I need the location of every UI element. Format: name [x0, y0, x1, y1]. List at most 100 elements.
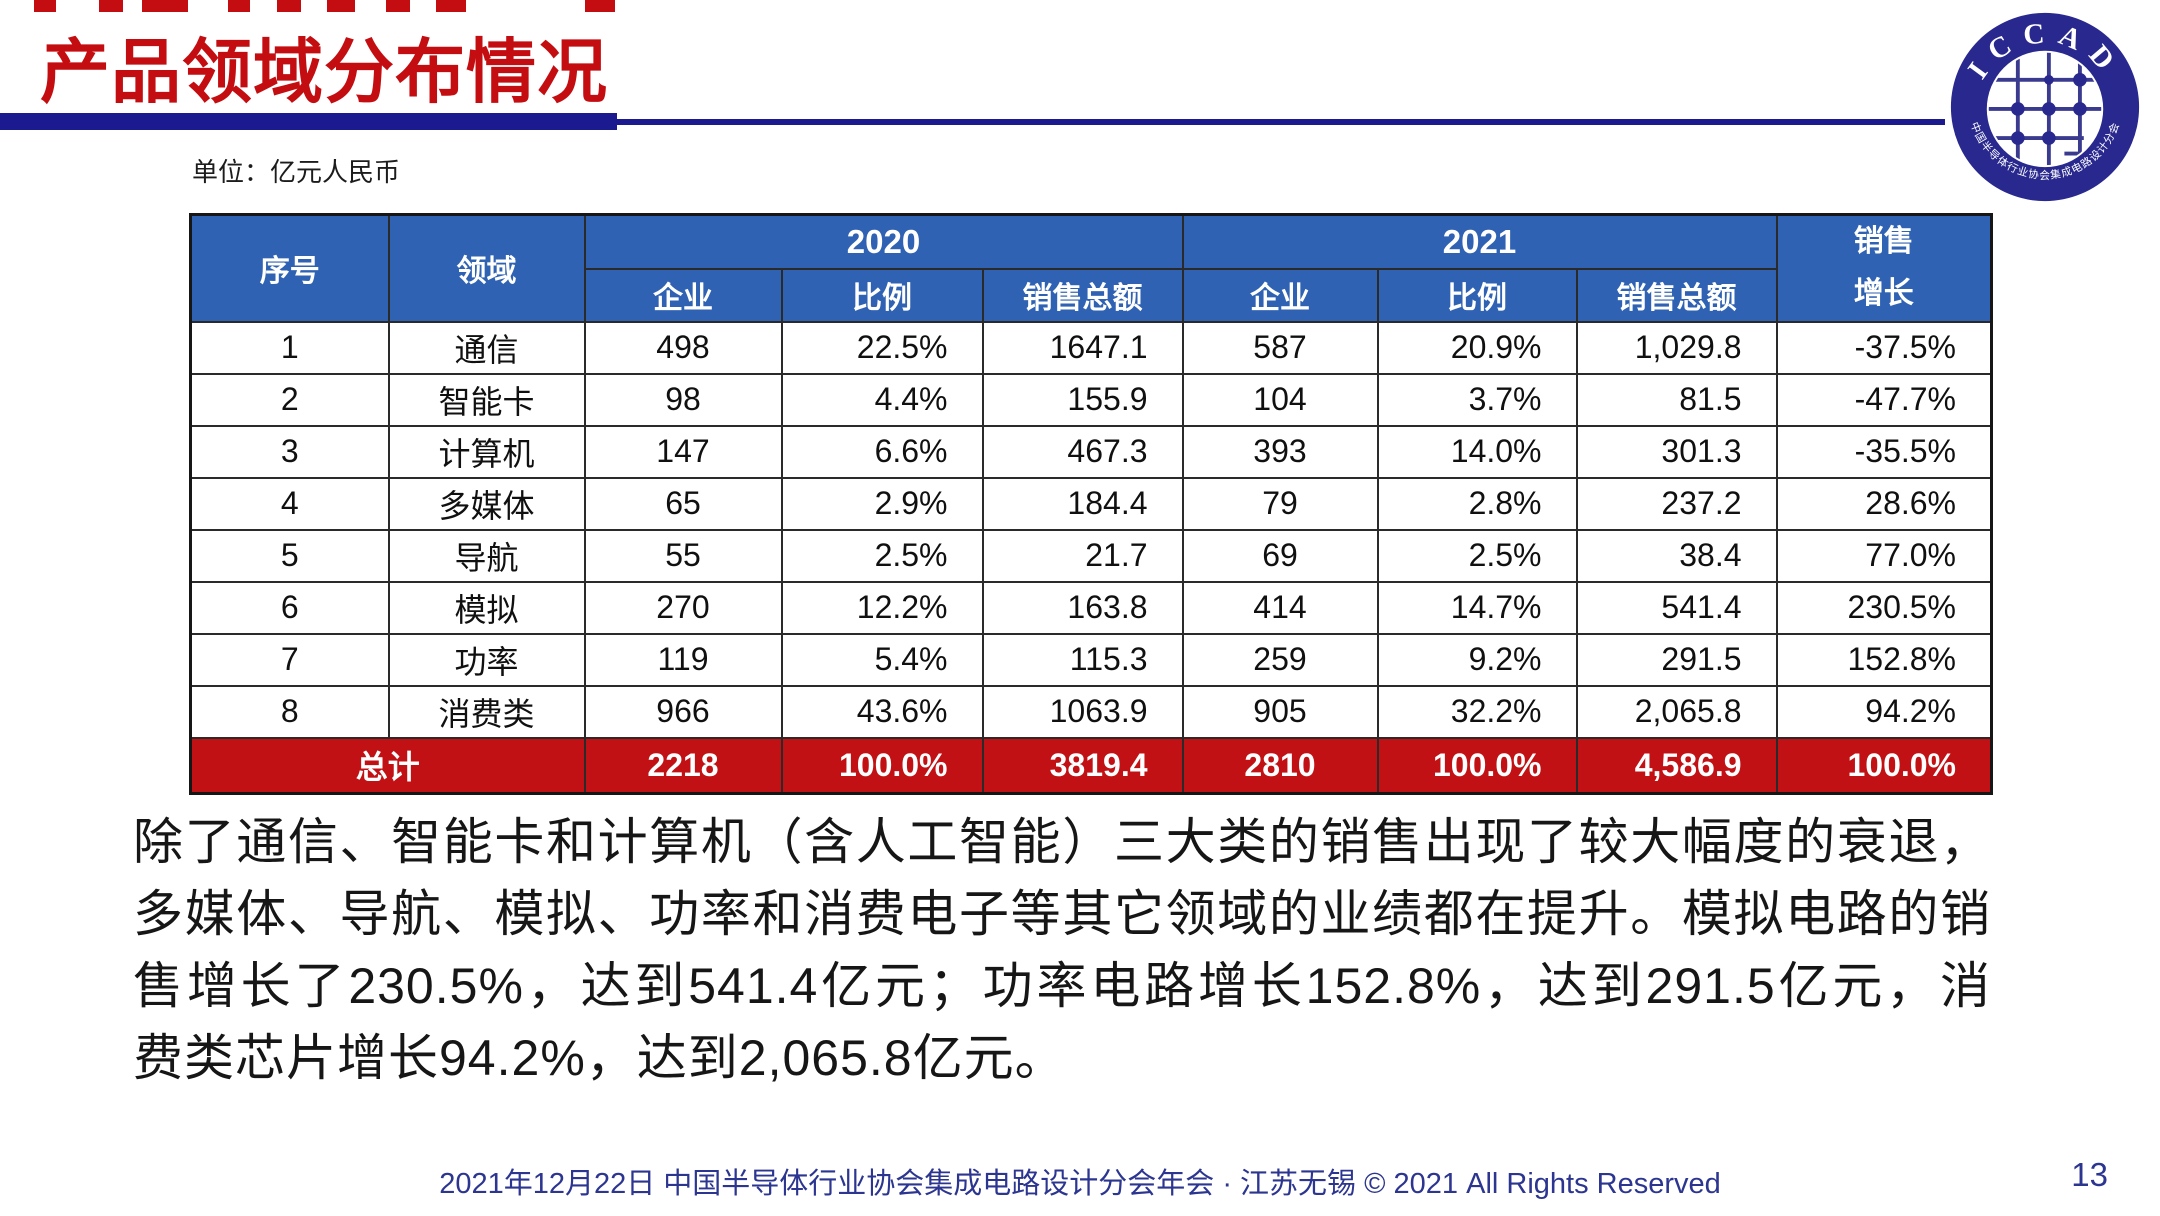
cell-r2020: 43.6%	[780, 684, 984, 739]
cell-s2020: 467.3	[981, 424, 1184, 479]
cell-e2021: 259	[1181, 632, 1379, 687]
cell-growth: 94.2%	[1775, 684, 1993, 739]
cell-seq: 7	[189, 632, 390, 687]
cell-e2021: 69	[1181, 528, 1379, 583]
table-row: 7 功率 119 5.4% 115.3 259 9.2% 291.5 152.8…	[189, 632, 1993, 687]
cell-r2020: 2.5%	[780, 528, 984, 583]
cell-e2021: 587	[1181, 320, 1379, 375]
product-domain-table: 序号 领域 2020 2021 销售 增长 企业 比例 销售总额 企业 比例 销…	[189, 213, 1993, 795]
cell-domain: 多媒体	[387, 476, 586, 531]
total-s2020: 3819.4	[981, 736, 1184, 795]
cell-e2020: 147	[583, 424, 783, 479]
paragraph-line: 除了通信、智能卡和计算机（含人工智能）三大类的销售出现了较大幅度的衰退，	[133, 814, 1991, 870]
cell-domain: 功率	[387, 632, 586, 687]
total-s2021: 4,586.9	[1575, 736, 1778, 795]
cell-seq: 2	[189, 372, 390, 427]
paragraph-line: 多媒体、导航、模拟、功率和消费电子等其它领域的业绩都在提升。模拟电路的销	[133, 886, 1991, 942]
cell-domain: 消费类	[387, 684, 586, 739]
cell-seq: 8	[189, 684, 390, 739]
cell-domain: 模拟	[387, 580, 586, 635]
cell-e2020: 498	[583, 320, 783, 375]
header-seq: 序号	[189, 213, 390, 323]
cell-seq: 1	[189, 320, 390, 375]
header-ratio-2021: 比例	[1376, 267, 1578, 323]
table-row: 5 导航 55 2.5% 21.7 69 2.5% 38.4 77.0%	[189, 528, 1993, 583]
page-title: 产品领域分布情况	[40, 33, 608, 111]
unit-label: 单位：亿元人民币	[192, 157, 401, 187]
cell-e2020: 270	[583, 580, 783, 635]
cell-growth: 77.0%	[1775, 528, 1993, 583]
cell-s2020: 163.8	[981, 580, 1184, 635]
cell-s2021: 301.3	[1575, 424, 1778, 479]
cell-growth: -37.5%	[1775, 320, 1993, 375]
table-row: 1 通信 498 22.5% 1647.1 587 20.9% 1,029.8 …	[189, 320, 1993, 375]
header-sales-growth-line2: 增长	[1853, 277, 1914, 311]
cell-domain: 通信	[387, 320, 586, 375]
clipped-fragment	[436, 0, 466, 12]
cell-r2020: 22.5%	[780, 320, 984, 375]
cell-s2020: 155.9	[981, 372, 1184, 427]
cell-r2020: 4.4%	[780, 372, 984, 427]
cell-r2021: 2.8%	[1376, 476, 1578, 531]
cell-e2020: 98	[583, 372, 783, 427]
clipped-fragment	[142, 0, 188, 12]
cell-growth: 28.6%	[1775, 476, 1993, 531]
cell-s2021: 81.5	[1575, 372, 1778, 427]
total-e2020: 2218	[583, 736, 783, 795]
circuit-grid-dots	[2011, 73, 2087, 145]
cell-r2021: 9.2%	[1376, 632, 1578, 687]
cell-seq: 5	[189, 528, 390, 583]
cell-r2020: 5.4%	[780, 632, 984, 687]
table-row: 2 智能卡 98 4.4% 155.9 104 3.7% 81.5 -47.7%	[189, 372, 1993, 427]
total-e2021: 2810	[1181, 736, 1379, 795]
paragraph-line: 费类芯片增长94.2%，达到2,065.8亿元。	[133, 1030, 1066, 1086]
cell-e2021: 414	[1181, 580, 1379, 635]
header-group-2020: 2020	[583, 213, 1184, 270]
header-ratio-2020: 比例	[780, 267, 984, 323]
cell-s2021: 541.4	[1575, 580, 1778, 635]
header-sales-2020: 销售总额	[981, 267, 1184, 323]
cell-domain: 计算机	[387, 424, 586, 479]
cell-r2021: 14.7%	[1376, 580, 1578, 635]
cell-seq: 4	[189, 476, 390, 531]
cell-e2021: 104	[1181, 372, 1379, 427]
title-divider-thin	[617, 119, 1945, 125]
clipped-fragment	[277, 0, 301, 12]
clipped-fragment	[386, 0, 410, 12]
cell-e2021: 905	[1181, 684, 1379, 739]
cell-e2020: 966	[583, 684, 783, 739]
footer-text: 2021年12月22日 中国半导体行业协会集成电路设计分会年会 · 江苏无锡 ©…	[439, 1168, 1721, 1200]
cell-growth: -47.7%	[1775, 372, 1993, 427]
cell-e2020: 119	[583, 632, 783, 687]
total-r2021: 100.0%	[1376, 736, 1578, 795]
clipped-fragment	[585, 0, 615, 12]
total-growth: 100.0%	[1775, 736, 1993, 795]
cell-growth: -35.5%	[1775, 424, 1993, 479]
cell-r2020: 12.2%	[780, 580, 984, 635]
cell-r2021: 3.7%	[1376, 372, 1578, 427]
header-group-2021: 2021	[1181, 213, 1778, 270]
table-total-row: 总计 2218 100.0% 3819.4 2810 100.0% 4,586.…	[189, 736, 1993, 795]
total-label: 总计	[189, 736, 586, 795]
cell-e2021: 393	[1181, 424, 1379, 479]
cell-r2020: 6.6%	[780, 424, 984, 479]
clipped-fragment	[99, 0, 123, 12]
cell-seq: 6	[189, 580, 390, 635]
header-sales-2021: 销售总额	[1575, 267, 1778, 323]
title-divider-thick	[0, 113, 617, 130]
cell-growth: 152.8%	[1775, 632, 1993, 687]
cell-r2021: 20.9%	[1376, 320, 1578, 375]
cell-s2020: 115.3	[981, 632, 1184, 687]
cell-s2021: 38.4	[1575, 528, 1778, 583]
cell-e2021: 79	[1181, 476, 1379, 531]
iccad-logo: ICCAD 中国半导体行业协会集成电路设计分会	[1950, 12, 2140, 202]
table-row: 6 模拟 270 12.2% 163.8 414 14.7% 541.4 230…	[189, 580, 1993, 635]
header-domain: 领域	[387, 213, 586, 323]
cell-s2020: 21.7	[981, 528, 1184, 583]
cell-s2021: 2,065.8	[1575, 684, 1778, 739]
header-enterprises-2020: 企业	[583, 267, 783, 323]
cell-seq: 3	[189, 424, 390, 479]
cell-e2020: 55	[583, 528, 783, 583]
cell-r2020: 2.9%	[780, 476, 984, 531]
